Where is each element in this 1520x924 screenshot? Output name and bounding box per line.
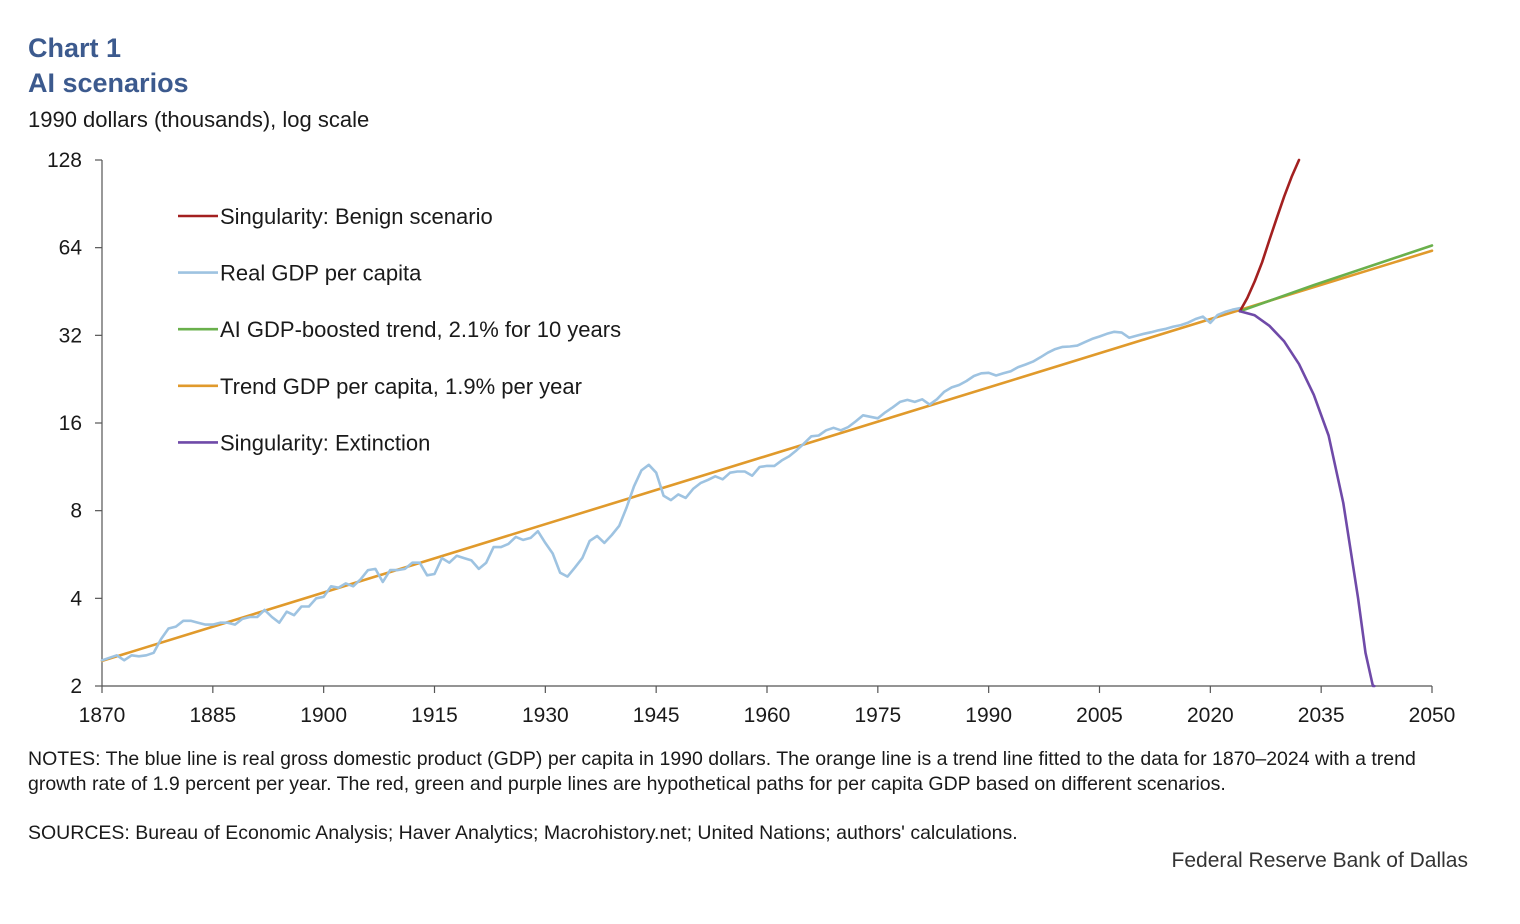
x-tick-label: 2020 [1187,704,1234,727]
legend: Singularity: Benign scenario Real GDP per… [178,204,621,455]
y-tick-label: 128 [47,149,82,172]
chart-label: Chart 1 [28,33,122,63]
series-line-singularity-extinction [1238,309,1376,688]
x-tick-label: 1960 [744,704,791,727]
x-tick-label: 1870 [79,704,126,727]
credit-line: Federal Reserve Bank of Dallas [1171,849,1468,872]
x-tick-label: 2050 [1409,704,1456,727]
legend-label: Real GDP per capita [220,261,422,286]
x-tick-label: 1915 [411,704,458,727]
series-line-singularity-benign-scenario [1238,158,1301,313]
x-tick-label: 1930 [522,704,569,727]
y-tick-label: 32 [59,324,82,347]
legend-label: Singularity: Benign scenario [220,204,493,229]
y-tick-label: 64 [59,237,83,260]
chart-plot: 2 4 8 16 32 64 128 1870 1885 1900 1915 1930 1945 1960… [47,149,1455,727]
x-tick-label: 1975 [854,704,901,727]
series-layer [100,158,1434,688]
series-line-ai-gdp-boosted-trend-2-1-for-10-years [1238,244,1434,313]
chart-title: AI scenarios [28,68,189,98]
series-line-real-gdp-per-capita [100,306,1242,662]
y-tick-label: 16 [59,412,82,435]
y-tick-label: 2 [70,675,82,698]
x-tick-label: 2005 [1076,704,1123,727]
x-tick-label: 1885 [189,704,236,727]
legend-label: AI GDP-boosted trend, 2.1% for 10 years [220,317,621,342]
chart-notes: NOTES: The blue line is real gross domes… [28,748,1416,795]
x-tick-label: 1990 [965,704,1012,727]
x-tick-label: 1945 [633,704,680,727]
series-line-trend-gdp-per-capita-1-9-per-year [100,249,1434,663]
y-tick-label: 4 [70,587,82,610]
axes: 2 4 8 16 32 64 128 1870 1885 1900 1915 1930 1945 1960… [47,149,1455,727]
x-tick-label: 1900 [300,704,347,727]
legend-label: Trend GDP per capita, 1.9% per year [220,374,582,399]
y-axis-units-label: 1990 dollars (thousands), log scale [28,107,370,132]
x-tick-label: 2035 [1298,704,1345,727]
y-tick-label: 8 [70,500,82,523]
chart-sources: SOURCES: Bureau of Economic Analysis; Ha… [28,822,1018,844]
legend-label: Singularity: Extinction [220,430,430,455]
